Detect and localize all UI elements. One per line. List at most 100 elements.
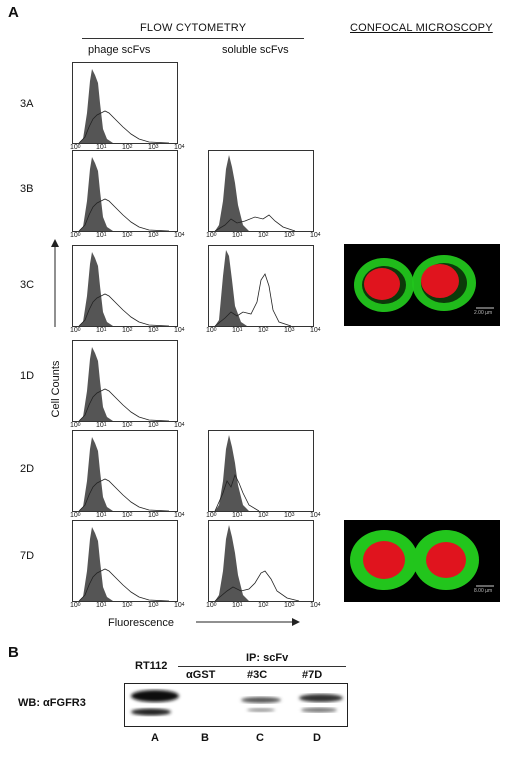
tick-label: 104 [310, 602, 321, 609]
flow-cytometry-header: FLOW CYTOMETRY [140, 22, 247, 34]
lane-d-label: D [313, 732, 321, 744]
tick-label: 104 [174, 327, 185, 334]
tick-label: 100 [70, 144, 81, 151]
tick-label: 101 [232, 327, 243, 334]
control-peak [79, 157, 113, 231]
scale-bar-label-7d: 8.00 µm [474, 588, 493, 594]
tick-label: 100 [70, 232, 81, 239]
confocal-header: CONFOCAL MICROSCOPY [350, 22, 493, 34]
tick-label: 104 [310, 232, 321, 239]
tick-label: 103 [148, 327, 159, 334]
row-label-3a: 3A [20, 98, 34, 110]
phage-histogram-3c [72, 245, 178, 327]
soluble-histogram-3c [208, 245, 314, 327]
lane-c-label: C [256, 732, 264, 744]
soluble-histogram-2d [208, 430, 314, 512]
scale-bar-label-3c: 2.00 µm [474, 310, 493, 316]
tick-label: 101 [96, 232, 107, 239]
sample-curve [78, 198, 170, 231]
tick-label: 103 [284, 602, 295, 609]
tick-label: 100 [206, 512, 217, 519]
tick-label: 104 [174, 512, 185, 519]
soluble-scfvs-label: soluble scFvs [222, 44, 289, 56]
phage-histogram-3a [72, 62, 178, 144]
tick-label: 103 [284, 232, 295, 239]
phage-scfvs-label: phage scFvs [88, 44, 151, 56]
row-label-7d: 7D [20, 550, 35, 562]
sample-curve [78, 388, 170, 421]
tick-label: 100 [206, 232, 217, 239]
soluble-histogram-3b [208, 150, 314, 232]
tick-label: 101 [232, 602, 243, 609]
ip-rule [178, 666, 346, 667]
tick-label: 104 [174, 422, 185, 429]
control-peak [215, 250, 247, 326]
rt112-label: RT112 [135, 660, 168, 672]
cell-counts-label: Cell Counts [50, 360, 62, 418]
tick-label: 102 [258, 602, 269, 609]
axis-arrow-up-icon [51, 239, 59, 327]
tick-label: 101 [232, 512, 243, 519]
control-peak [79, 437, 113, 511]
sample-curve [78, 293, 170, 326]
sample-curve [214, 473, 260, 511]
control-peak [79, 347, 113, 421]
tick-label: 100 [206, 327, 217, 334]
tick-label: 101 [96, 422, 107, 429]
blot-image [124, 683, 348, 727]
tick-label: 103 [148, 602, 159, 609]
tick-label: 102 [122, 144, 133, 151]
tick-label: 103 [148, 422, 159, 429]
fluorescence-label: Fluorescence [108, 617, 175, 629]
tick-label: 102 [258, 232, 269, 239]
row-label-1d: 1D [20, 370, 35, 382]
tick-label: 103 [148, 144, 159, 151]
tick-label: 104 [310, 327, 321, 334]
sample-curve [214, 214, 296, 231]
control-peak [215, 155, 249, 231]
tick-label: 103 [148, 232, 159, 239]
wb-label: WB: αFGFR3 [18, 697, 86, 709]
confocal-image-7d: 8.00 µm [344, 520, 500, 602]
tick-label: 103 [148, 512, 159, 519]
tick-label: 102 [122, 232, 133, 239]
lane-7d-label: #7D [302, 669, 323, 681]
ip-scfv-label: IP: scFv [246, 652, 289, 664]
tick-label: 101 [232, 232, 243, 239]
tick-label: 103 [284, 327, 295, 334]
tick-label: 102 [122, 422, 133, 429]
row-label-2d: 2D [20, 463, 35, 475]
sample-curve [78, 110, 170, 143]
flow-header-rule [82, 38, 304, 39]
sample-curve [214, 570, 300, 601]
sample-curve [78, 568, 170, 601]
tick-label: 102 [122, 327, 133, 334]
panel-letter-a: A [8, 4, 19, 21]
tick-label: 100 [70, 602, 81, 609]
tick-label: 102 [258, 327, 269, 334]
cell-counts-axis: Cell Counts [44, 237, 66, 447]
sample-curve [214, 273, 292, 326]
soluble-histogram-7d [208, 520, 314, 602]
tick-label: 100 [70, 327, 81, 334]
phage-histogram-2d [72, 430, 178, 512]
tick-label: 101 [96, 602, 107, 609]
phage-histogram-1d [72, 340, 178, 422]
tick-label: 104 [174, 144, 185, 151]
tick-label: 102 [122, 602, 133, 609]
tick-label: 103 [284, 512, 295, 519]
panel-letter-b: B [8, 644, 19, 661]
control-peak [79, 69, 113, 143]
row-label-3c: 3C [20, 279, 35, 291]
sample-curve [78, 478, 170, 511]
tick-label: 104 [310, 512, 321, 519]
lane-a-label: A [151, 732, 159, 744]
confocal-image-3c: 2.00 µm [344, 244, 500, 326]
lane-b-label: B [201, 732, 209, 744]
phage-histogram-3b [72, 150, 178, 232]
control-peak [79, 252, 113, 326]
lane-3c-label: #3C [247, 669, 268, 681]
control-peak [79, 527, 113, 601]
tick-label: 102 [258, 512, 269, 519]
tick-label: 100 [206, 602, 217, 609]
